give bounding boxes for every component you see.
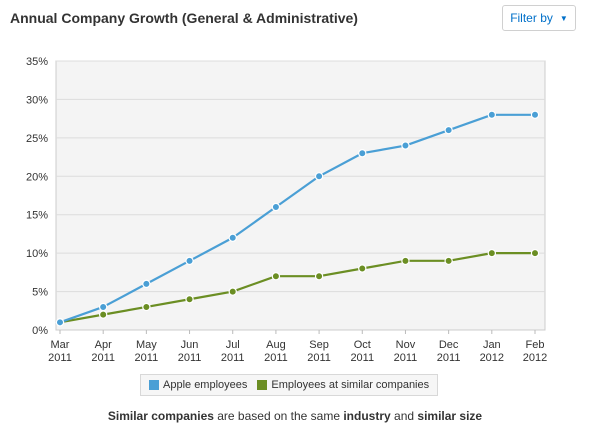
page-title: Annual Company Growth (General & Adminis… [10, 10, 358, 26]
series-point-0 [487, 110, 497, 120]
footnote-text-2: and [390, 409, 418, 423]
series-point-1 [444, 256, 453, 266]
series-point-1 [98, 310, 108, 319]
y-tick-label: 35% [26, 56, 48, 68]
x-tick-label-year: 2011 [307, 352, 331, 364]
series-point-0 [271, 202, 281, 212]
x-tick-label-month: May [136, 339, 157, 351]
series-line-0 [59, 113, 535, 324]
line-chart: 0%5%10%15%20%25%30%35% Mar2011Apr2011May… [26, 56, 547, 364]
x-tick-label-month: Dec [439, 339, 459, 351]
x-tick-label-year: 2012 [480, 352, 504, 364]
series-point-0 [444, 125, 453, 135]
x-tick-label-month: Apr [95, 339, 112, 351]
series-point-0 [142, 279, 151, 289]
legend-item-apple[interactable]: Apple employees [149, 379, 247, 391]
x-tick-label-year: 2011 [91, 352, 115, 364]
x-tick-label-month: Sep [309, 339, 329, 351]
x-tick-label-month: Jan [483, 339, 501, 351]
x-tick-label-year: 2012 [523, 352, 547, 364]
series-point-0 [98, 302, 108, 312]
y-tick-label: 30% [26, 94, 48, 106]
x-tick-label-month: Aug [266, 339, 286, 351]
footnote: Similar companies are based on the same … [0, 409, 590, 423]
filter-by-button[interactable]: Filter by ▼ [502, 5, 576, 31]
x-tick-label-month: Jun [181, 339, 199, 351]
x-tick-label-year: 2011 [437, 352, 461, 364]
x-tick-label-year: 2011 [221, 352, 245, 364]
series-point-0 [55, 318, 65, 327]
caret-down-icon: ▼ [559, 13, 568, 23]
legend-swatch-apple [149, 380, 159, 390]
series-point-1 [271, 272, 281, 281]
x-tick-label-month: Jul [226, 339, 240, 351]
series-point-0 [530, 110, 540, 120]
y-tick-label: 20% [26, 171, 48, 183]
series-point-1 [228, 287, 237, 296]
legend-item-similar[interactable]: Employees at similar companies [257, 379, 429, 391]
x-tick-label-year: 2011 [135, 352, 159, 364]
series-point-1 [185, 295, 194, 304]
legend-label-apple: Apple employees [163, 379, 248, 391]
x-tick-label-year: 2011 [394, 352, 418, 364]
y-tick-label: 15% [26, 210, 48, 222]
legend-label-similar: Employees at similar companies [271, 379, 430, 391]
series-point-0 [185, 256, 194, 266]
x-tick-label-year: 2011 [350, 352, 374, 364]
filter-by-label: Filter by [510, 11, 553, 25]
series-point-1 [142, 302, 151, 312]
footnote-text-1: are based on the same [213, 409, 344, 423]
x-tick-label-year: 2011 [264, 352, 288, 364]
series-point-0 [228, 233, 237, 242]
footnote-similar-size: similar size [417, 409, 483, 423]
x-tick-label-month: Mar [51, 339, 70, 351]
x-tick-label-month: Nov [396, 339, 416, 351]
series-point-1 [530, 248, 540, 258]
series-point-0 [314, 172, 324, 181]
series-point-0 [358, 149, 367, 158]
x-tick-label-month: Feb [526, 339, 545, 351]
legend-swatch-similar [257, 380, 268, 390]
y-tick-label: 5% [32, 287, 48, 299]
series-point-1 [314, 272, 324, 281]
y-tick-label: 25% [26, 133, 48, 145]
y-tick-label: 10% [26, 248, 48, 260]
x-tick-label-month: Oct [354, 339, 371, 351]
footnote-industry: industry [343, 409, 391, 423]
chart-legend: Apple employees Employees at similar com… [140, 374, 439, 396]
series-point-1 [487, 248, 497, 258]
plot-area [55, 60, 546, 331]
x-tick-label-year: 2011 [178, 352, 202, 364]
series-point-1 [401, 256, 410, 266]
footnote-similar-companies: Similar companies [107, 409, 214, 423]
series-point-1 [358, 264, 367, 273]
series-line-1 [59, 252, 535, 324]
series-point-0 [401, 141, 410, 150]
x-tick-label-year: 2011 [48, 352, 72, 364]
y-tick-label: 0% [32, 325, 48, 337]
